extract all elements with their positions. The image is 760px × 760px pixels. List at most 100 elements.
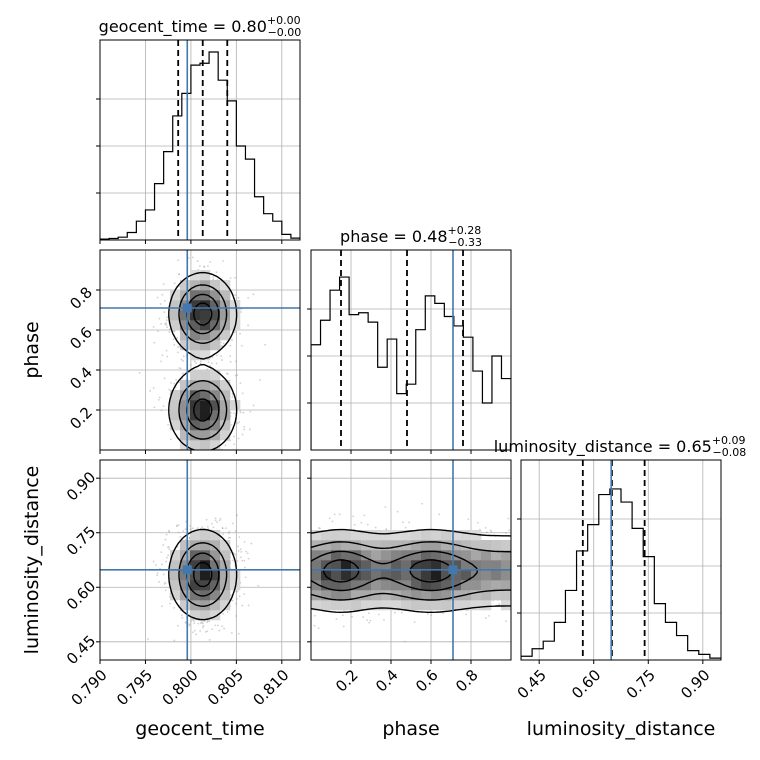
density-cell [501, 590, 511, 601]
sample-point [505, 620, 507, 623]
sample-point [160, 360, 162, 363]
density-cell [421, 530, 432, 541]
sample-point [353, 523, 356, 526]
density-cell [361, 600, 372, 611]
density-cell [170, 590, 181, 601]
title-value: luminosity_distance = 0.65 [494, 437, 712, 457]
density-cell [431, 560, 442, 571]
density-cell [381, 590, 392, 601]
sample-point [195, 362, 198, 365]
density-cell [190, 290, 201, 301]
sample-point [160, 409, 163, 412]
sample-point [152, 325, 155, 328]
sample-point [168, 548, 171, 551]
sample-point [160, 563, 163, 566]
sample-point [180, 358, 183, 361]
density-cell [180, 420, 191, 431]
sample-point [218, 519, 221, 522]
sample-point [403, 640, 406, 643]
y-axis-label: luminosity_distance [21, 466, 43, 655]
panel-content [521, 460, 721, 660]
density-cell [210, 550, 221, 561]
sample-point [189, 620, 192, 623]
density-cell [461, 570, 472, 581]
x-tick-label: 0.45 [514, 666, 550, 702]
sample-point [221, 359, 223, 361]
sample-point [179, 367, 182, 370]
sample-point [229, 360, 232, 363]
density-cell [220, 420, 231, 431]
density-cell [210, 310, 221, 321]
sample-point [205, 518, 208, 521]
density-cell [331, 580, 342, 591]
sample-point [172, 338, 175, 341]
sample-point [232, 412, 235, 415]
sample-point [208, 638, 211, 641]
density-cell [451, 550, 462, 561]
density-cell [491, 550, 502, 561]
sample-point [178, 381, 181, 384]
density-cell [471, 560, 482, 571]
density-cell [381, 530, 392, 541]
sample-point [177, 524, 180, 526]
sample-point [177, 624, 179, 627]
density-cell [411, 590, 422, 601]
sample-point [231, 522, 234, 525]
density-cell [401, 550, 412, 561]
sample-point [227, 537, 230, 539]
density-cell [371, 570, 382, 581]
sample-point [235, 590, 237, 593]
density-cell [311, 570, 322, 581]
panel-content [100, 460, 300, 660]
density-cell [341, 570, 352, 581]
density-cell [210, 390, 221, 401]
density-cell [170, 410, 181, 421]
sample-point [210, 362, 213, 365]
density-cell [210, 400, 221, 411]
density-cell [200, 370, 211, 381]
sample-point [212, 453, 214, 455]
sample-point [231, 599, 234, 602]
sample-point [177, 351, 180, 354]
sample-point [168, 388, 171, 391]
sample-point [245, 550, 248, 553]
density-cell [501, 560, 511, 571]
density-cell [170, 310, 181, 321]
density-cell [190, 560, 201, 571]
sample-point [366, 523, 369, 526]
sample-point [467, 518, 470, 521]
density-cell [190, 340, 201, 351]
sample-point [247, 557, 250, 560]
density-cell [421, 600, 432, 611]
sample-point [201, 620, 203, 623]
density-cell [391, 570, 402, 581]
density-cell [200, 420, 211, 431]
sample-point [169, 602, 171, 605]
density-cell [220, 310, 231, 321]
density-cell [451, 530, 462, 541]
sample-point [147, 638, 149, 641]
sample-point [177, 346, 180, 349]
sample-point [341, 614, 344, 617]
density-cell [190, 280, 201, 291]
density-cell [180, 540, 191, 551]
sample-point [331, 520, 334, 523]
density-cell [210, 600, 221, 611]
density-cell [361, 590, 372, 601]
sample-point [313, 614, 316, 617]
contour-line [193, 561, 213, 588]
sample-point [189, 528, 192, 531]
truth-marker [182, 565, 192, 575]
density-cell [481, 590, 492, 601]
sample-point [240, 550, 243, 553]
density-cell [441, 540, 452, 551]
sample-point [244, 576, 247, 579]
x-tick-label: 0.790 [68, 666, 111, 709]
sample-point [199, 360, 202, 363]
density-cell [461, 580, 472, 591]
density-cell [421, 590, 432, 601]
density-cell [180, 430, 191, 441]
sample-point [239, 382, 242, 385]
sample-point [188, 623, 191, 626]
panel-frame [520, 459, 722, 661]
